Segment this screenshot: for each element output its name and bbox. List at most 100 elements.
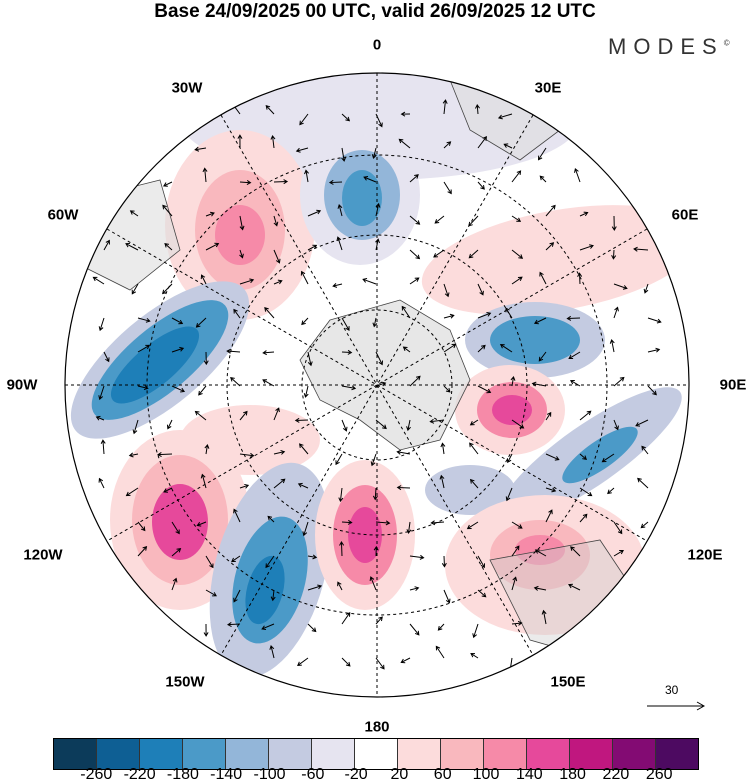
wind-vector-arrow — [162, 283, 173, 295]
wind-vector-arrow — [239, 410, 248, 421]
wind-vector-arrow — [443, 313, 455, 319]
wind-vector-arrow — [373, 545, 379, 557]
lon-label-180: 180 — [364, 718, 390, 736]
wind-vector-arrow — [341, 385, 357, 391]
wind-vector-arrow — [270, 589, 276, 602]
colorbar-swatch — [441, 739, 484, 769]
wind-vector-arrow — [647, 385, 657, 396]
wind-vector-arrow — [273, 279, 283, 285]
wind-vector-arrow — [371, 147, 377, 160]
wind-vector-arrow — [477, 555, 486, 569]
colorbar-label: -20 — [344, 766, 368, 783]
wind-vector-arrow — [341, 317, 350, 331]
wind-vector-arrow — [336, 236, 343, 251]
wind-vector-arrow — [267, 515, 275, 523]
colorbar-swatch — [570, 739, 613, 769]
wind-vector-arrow — [545, 509, 553, 523]
wind-vector-arrow — [171, 317, 184, 325]
colorbar-label: -220 — [123, 766, 156, 783]
wind-vector-arrow — [300, 270, 309, 285]
wind-vector-arrow — [375, 657, 385, 670]
wind-vector-arrow — [233, 589, 241, 603]
wind-vector-arrow — [171, 346, 185, 353]
wind-vector-arrow — [339, 541, 345, 557]
wind-vector-arrow — [307, 209, 322, 217]
wind-vector-arrow — [506, 453, 513, 464]
wind-vector-arrow — [230, 376, 241, 387]
wind-vector-arrow — [171, 521, 180, 535]
colorbar-label: -60 — [301, 766, 325, 783]
wind-vector-arrow — [297, 482, 309, 489]
wind-vector-arrow — [200, 274, 207, 285]
wind-vector-arrow — [239, 483, 250, 489]
wind-vector-arrow — [131, 283, 139, 295]
wind-vector-arrow — [103, 239, 110, 251]
wind-vector-arrow — [469, 419, 479, 426]
wind-vector-arrow — [363, 176, 377, 183]
wind-vector-arrow — [137, 521, 146, 532]
wind-vector-arrow — [239, 249, 244, 259]
wind-vector-arrow — [442, 99, 448, 115]
wind-vector-arrow — [95, 415, 105, 421]
wind-vector-arrow — [409, 554, 425, 560]
wind-vector-arrow — [401, 305, 411, 319]
wind-vector-arrow — [613, 521, 623, 535]
wind-vector-arrow — [128, 452, 139, 458]
wind-vector-arrow — [273, 449, 286, 455]
wind-vector-arrow — [332, 282, 343, 288]
wind-vector-arrow — [264, 306, 275, 319]
wind-vector-arrow — [103, 351, 110, 363]
wind-vector-arrow — [477, 344, 486, 353]
wind-vector-arrow — [301, 317, 309, 326]
wind-vector-arrow — [273, 179, 289, 185]
wind-vector-arrow — [468, 249, 479, 259]
colorbar-swatch — [140, 739, 183, 769]
wind-vector-arrow — [372, 487, 378, 501]
wind-vector-arrow — [341, 657, 351, 667]
wind-vector-arrow — [406, 419, 411, 432]
colorbar-label: 20 — [390, 766, 409, 783]
wind-vector-arrow — [579, 244, 594, 251]
wind-vector-arrow — [409, 174, 419, 183]
wind-vector-arrow — [92, 276, 105, 285]
wind-vector-arrow — [171, 547, 182, 557]
wind-vector-arrow — [611, 215, 617, 231]
wind-vector-arrow — [511, 215, 522, 222]
colorbar-swatch — [613, 739, 656, 769]
wind-vector-arrow — [538, 351, 547, 362]
wind-vector-arrow — [505, 307, 513, 319]
wind-vector-arrow — [307, 244, 318, 251]
wind-vector-arrow — [341, 113, 351, 122]
lon-label-150w: 150W — [165, 673, 205, 691]
lon-label-90w: 90W — [6, 376, 38, 394]
wind-vector-arrow — [328, 179, 343, 185]
wind-vector-arrow — [299, 113, 309, 126]
wind-vector-arrow — [227, 621, 241, 627]
vector-scale-label: 30 — [665, 683, 679, 697]
map-boundary — [64, 72, 690, 698]
wind-vector-arrow — [203, 623, 209, 637]
wind-vector-arrow — [162, 204, 173, 217]
wind-vector-arrow — [98, 385, 105, 401]
wind-vector-arrow — [231, 555, 241, 563]
wind-vector-arrow — [233, 508, 241, 523]
wind-vector-arrow — [273, 478, 286, 489]
wind-vector-arrow — [400, 657, 411, 664]
wind-vector-arrow — [400, 111, 411, 117]
wind-vector-arrow — [609, 338, 615, 353]
wind-vector-arrow — [443, 343, 457, 353]
wind-vector-arrow — [396, 485, 411, 491]
colorbar-label: -140 — [210, 766, 243, 783]
wind-vector-arrow — [233, 308, 241, 319]
wind-vector-arrow — [341, 419, 348, 432]
wind-vector-arrow — [531, 381, 547, 387]
lon-label-120e: 120E — [687, 546, 723, 564]
wind-vector-arrow — [402, 346, 411, 353]
wind-vector-arrow — [537, 147, 547, 161]
wind-vector-arrow — [443, 181, 452, 195]
wind-vector-arrow — [162, 181, 173, 187]
wind-vector-arrow — [398, 138, 411, 149]
wind-vector-arrow — [647, 347, 661, 353]
colorbar-label: 140 — [515, 766, 543, 783]
colorbar-label: 220 — [602, 766, 630, 783]
